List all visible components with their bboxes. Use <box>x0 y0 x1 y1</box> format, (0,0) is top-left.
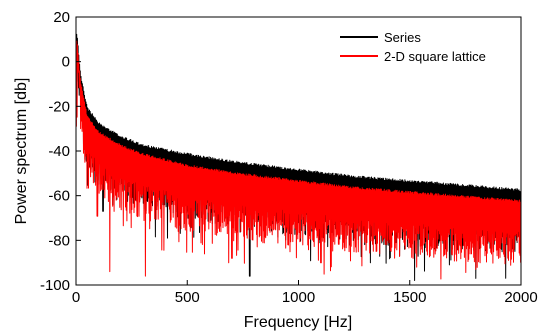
series-layer <box>75 33 522 281</box>
x-tick-label: 0 <box>72 289 80 306</box>
legend-label-lattice: 2-D square lattice <box>384 49 486 64</box>
y-tick-label: -80 <box>48 232 70 249</box>
x-tick-label: 2000 <box>504 289 537 306</box>
legend-label-series: Series <box>384 30 421 45</box>
y-tick-label: -60 <box>48 188 70 205</box>
y-tick-label: -100 <box>40 277 70 294</box>
y-tick-label: -40 <box>48 143 70 160</box>
legend-box <box>335 25 518 67</box>
y-tick-label: 0 <box>62 54 70 71</box>
legend: Series 2-D square lattice <box>335 25 518 67</box>
x-tick-label: 1000 <box>282 289 315 306</box>
y-axis-label: Power spectrum [db] <box>13 78 30 225</box>
x-tick-label: 1500 <box>393 289 426 306</box>
ticks-layer: 0 500 1000 1500 2000 20 0 -20 -40 -60 -80 -100 <box>40 9 538 306</box>
x-axis-label: Frequency [Hz] <box>244 314 352 331</box>
square-lattice-line <box>75 39 522 280</box>
x-tick-label: 500 <box>175 289 200 306</box>
y-tick-label: -20 <box>48 98 70 115</box>
y-tick-label: 20 <box>53 9 70 26</box>
